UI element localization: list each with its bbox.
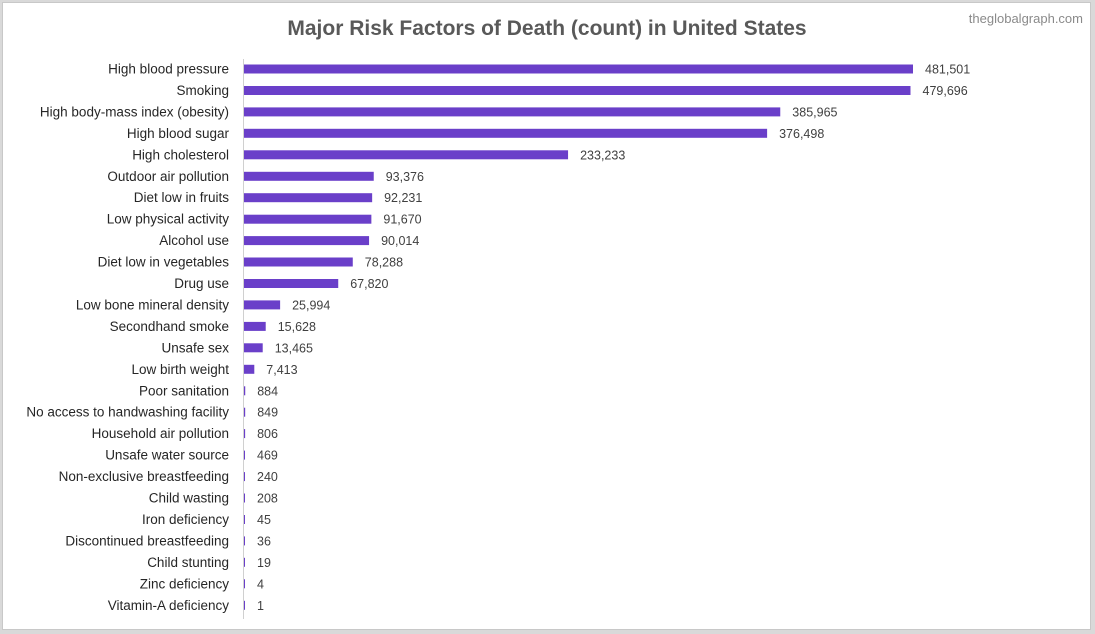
bar — [244, 536, 245, 546]
bar — [244, 407, 246, 417]
bars-group — [244, 64, 913, 610]
bar — [244, 171, 374, 181]
category-label: Low bone mineral density — [76, 297, 229, 312]
value-label: 849 — [257, 406, 278, 420]
value-label: 13,465 — [275, 341, 313, 355]
category-labels: High blood pressure Smoking High body-mass… — [26, 62, 229, 613]
value-label: 233,233 — [580, 148, 625, 162]
value-label: 78,288 — [365, 256, 403, 270]
category-label: Low physical activity — [107, 212, 230, 227]
value-label: 90,014 — [381, 234, 419, 248]
bar — [244, 579, 245, 589]
value-label: 1 — [257, 599, 264, 613]
category-label: Secondhand smoke — [110, 319, 229, 334]
bar — [244, 600, 245, 610]
chart-title: Major Risk Factors of Death (count) in U… — [287, 17, 806, 40]
bar — [244, 86, 911, 95]
value-label: 469 — [257, 449, 278, 463]
bar — [244, 429, 246, 439]
value-label: 4 — [257, 577, 264, 591]
bar — [244, 515, 245, 524]
value-label: 7,413 — [266, 363, 297, 377]
bar — [244, 107, 781, 117]
value-label: 481,501 — [925, 63, 970, 77]
watermark: theglobalgraph.com — [969, 11, 1083, 26]
value-label: 91,670 — [383, 213, 421, 227]
category-label: Zinc deficiency — [140, 576, 230, 591]
category-label: Discontinued breastfeeding — [65, 533, 229, 548]
value-label: 884 — [257, 384, 278, 398]
category-label: Unsafe water source — [105, 448, 229, 463]
bar — [244, 128, 768, 138]
bar — [244, 257, 353, 267]
value-label: 93,376 — [386, 170, 424, 184]
bar — [244, 150, 569, 160]
bar — [244, 364, 255, 374]
bar — [244, 343, 263, 353]
bar — [244, 300, 281, 310]
category-label: Low birth weight — [131, 362, 229, 377]
bar — [244, 472, 245, 482]
category-label: High cholesterol — [132, 147, 229, 162]
category-label: No access to handwashing facility — [26, 405, 229, 420]
category-label: High body-mass index (obesity) — [40, 104, 229, 119]
value-label: 25,994 — [292, 298, 330, 312]
value-label: 19 — [257, 556, 271, 570]
bar — [244, 64, 913, 74]
value-label: 92,231 — [384, 191, 422, 205]
value-label: 479,696 — [923, 84, 968, 98]
category-label: Smoking — [176, 83, 229, 98]
category-label: Iron deficiency — [142, 512, 229, 527]
category-label: High blood sugar — [127, 126, 230, 141]
value-label: 15,628 — [278, 320, 316, 334]
bar — [244, 493, 245, 503]
category-label: Unsafe sex — [161, 340, 229, 355]
value-label: 36 — [257, 534, 271, 548]
category-label: Diet low in vegetables — [98, 255, 230, 270]
category-label: High blood pressure — [108, 62, 229, 77]
value-label: 806 — [257, 427, 278, 441]
bar — [244, 450, 245, 460]
category-label: Alcohol use — [159, 233, 229, 248]
value-label: 208 — [257, 492, 278, 506]
value-label: 240 — [257, 470, 278, 484]
category-label: Drug use — [174, 276, 229, 291]
category-label: Child stunting — [147, 555, 229, 570]
category-label: Outdoor air pollution — [107, 169, 229, 184]
bar — [244, 386, 246, 396]
category-label: Poor sanitation — [139, 383, 229, 398]
bar — [244, 214, 372, 224]
category-label: Vitamin-A deficiency — [108, 598, 230, 613]
bar — [244, 193, 373, 203]
category-label: Household air pollution — [92, 426, 229, 441]
value-label: 385,965 — [792, 105, 837, 119]
value-labels: 481,501 479,696 385,965 376,498 233,233 93,37… — [257, 63, 970, 613]
category-label: Diet low in fruits — [134, 190, 230, 205]
value-label: 45 — [257, 513, 271, 527]
bar — [244, 279, 339, 288]
category-label: Child wasting — [149, 491, 229, 506]
category-label: Non-exclusive breastfeeding — [59, 469, 229, 484]
bar — [244, 557, 245, 567]
bar — [244, 236, 370, 246]
value-label: 67,820 — [350, 277, 388, 291]
bar — [244, 321, 266, 331]
value-label: 376,498 — [779, 127, 824, 141]
bar-chart: Major Risk Factors of Death (count) in U… — [26, 11, 1083, 619]
